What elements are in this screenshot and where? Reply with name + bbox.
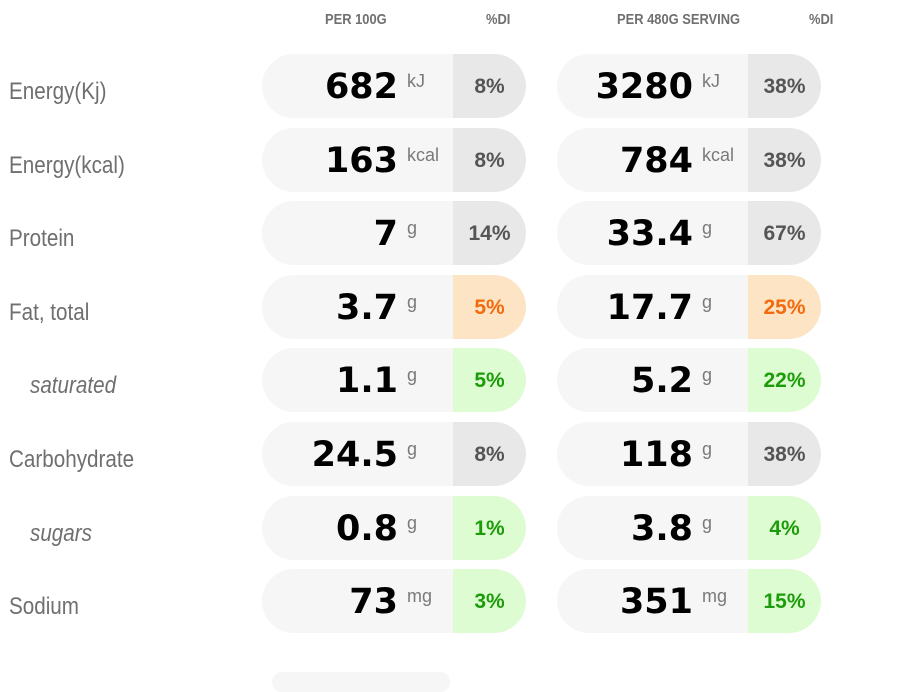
value-pill-per100: 682 kJ 8% <box>262 54 526 118</box>
nutrient-unit: g <box>702 439 713 459</box>
header-di-100g: %DI <box>486 11 511 28</box>
daily-intake-badge: 4% <box>748 496 821 560</box>
nutrient-unit: mg <box>702 586 728 606</box>
daily-intake-badge: 14% <box>453 201 526 265</box>
daily-intake-badge: 8% <box>453 422 526 486</box>
value-pill-per100: 73 mg 3% <box>262 569 526 633</box>
value-pill-serving: 118 g 38% <box>557 422 821 486</box>
nutrient-unit: g <box>407 292 418 312</box>
nutrient-value: 351 <box>619 582 693 622</box>
nutrient-value: 73 <box>349 582 398 622</box>
nutrient-unit: kJ <box>407 71 425 91</box>
nutrient-unit: mg <box>407 586 433 606</box>
value-pill-serving: 784 kcal 38% <box>557 128 821 192</box>
nutrient-unit: g <box>702 218 713 238</box>
header-per-100g: PER 100G <box>325 11 387 28</box>
daily-intake-badge: 3% <box>453 569 526 633</box>
nutrient-unit: g <box>702 365 713 385</box>
nutrient-value: 24.5 <box>311 435 398 475</box>
value-pill-per100: 1.1 g 5% <box>262 348 526 412</box>
daily-intake-badge: 15% <box>748 569 821 633</box>
daily-intake-badge: 22% <box>748 348 821 412</box>
nutrient-value: 163 <box>324 141 398 181</box>
value-pill-per100: 24.5 g 8% <box>262 422 526 486</box>
value-pill-per100: 163 kcal 8% <box>262 128 526 192</box>
row-label: Protein <box>9 225 75 252</box>
daily-intake-badge: 38% <box>748 128 821 192</box>
nutrient-value: 33.4 <box>606 214 693 254</box>
nutrient-value: 5.2 <box>630 361 693 401</box>
next-row-pill-partial <box>272 672 450 692</box>
header-di-serving: %DI <box>809 11 834 28</box>
daily-intake-badge: 5% <box>453 275 526 339</box>
value-pill-serving: 3.8 g 4% <box>557 496 821 560</box>
row-label: sugars <box>30 520 92 547</box>
value-pill-per100: 0.8 g 1% <box>262 496 526 560</box>
nutrient-unit: g <box>407 513 418 533</box>
daily-intake-badge: 5% <box>453 348 526 412</box>
row-label: saturated <box>30 372 117 399</box>
daily-intake-badge: 8% <box>453 54 526 118</box>
nutrient-value: 7 <box>373 214 398 254</box>
row-label: Sodium <box>9 593 79 620</box>
nutrient-value: 784 <box>619 141 693 181</box>
nutrient-value: 0.8 <box>335 509 398 549</box>
row-label: Carbohydrate <box>9 446 135 473</box>
daily-intake-badge: 38% <box>748 422 821 486</box>
value-pill-per100: 7 g 14% <box>262 201 526 265</box>
header-per-serving: PER 480G SERVING <box>617 11 741 28</box>
daily-intake-badge: 1% <box>453 496 526 560</box>
nutrient-unit: g <box>407 218 418 238</box>
value-pill-serving: 3280 kJ 38% <box>557 54 821 118</box>
nutrient-value: 17.7 <box>606 288 693 328</box>
value-pill-serving: 17.7 g 25% <box>557 275 821 339</box>
nutrient-value: 3.7 <box>335 288 398 328</box>
row-label: Energy(Kj) <box>9 78 107 105</box>
nutrient-unit: g <box>702 513 713 533</box>
nutrient-unit: g <box>702 292 713 312</box>
value-pill-serving: 5.2 g 22% <box>557 348 821 412</box>
nutrient-unit: kcal <box>407 145 440 165</box>
nutrient-value: 118 <box>619 435 693 475</box>
nutrient-unit: kcal <box>702 145 735 165</box>
row-label: Fat, total <box>9 299 90 326</box>
row-label: Energy(kcal) <box>9 152 125 179</box>
value-pill-serving: 351 mg 15% <box>557 569 821 633</box>
value-pill-serving: 33.4 g 67% <box>557 201 821 265</box>
daily-intake-badge: 8% <box>453 128 526 192</box>
nutrient-unit: g <box>407 439 418 459</box>
nutrient-unit: g <box>407 365 418 385</box>
nutrient-value: 3280 <box>595 67 693 107</box>
nutrient-value: 3.8 <box>630 509 693 549</box>
daily-intake-badge: 67% <box>748 201 821 265</box>
nutrient-value: 1.1 <box>335 361 398 401</box>
nutrient-value: 682 <box>324 67 398 107</box>
value-pill-per100: 3.7 g 5% <box>262 275 526 339</box>
nutrient-unit: kJ <box>702 71 720 91</box>
daily-intake-badge: 38% <box>748 54 821 118</box>
daily-intake-badge: 25% <box>748 275 821 339</box>
